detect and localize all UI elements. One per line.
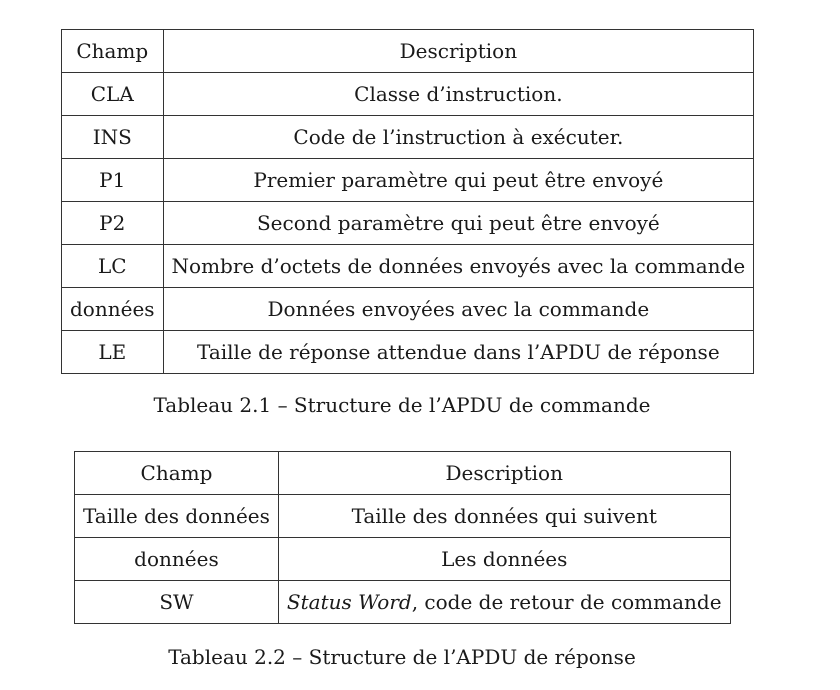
table-row: INS Code de l’instruction à exécuter. bbox=[61, 115, 755, 159]
cell-champ: P1 bbox=[61, 158, 164, 202]
cell-champ: données bbox=[74, 537, 279, 581]
cell-champ: INS bbox=[61, 115, 164, 159]
cell-champ: P2 bbox=[61, 201, 164, 245]
table-row: P1 Premier paramètre qui peut être envoy… bbox=[61, 158, 755, 202]
cell-champ: données bbox=[61, 287, 164, 331]
cell-champ: Taille des données bbox=[74, 494, 279, 538]
cell-description: Classe d’instruction. bbox=[162, 72, 755, 116]
cell-champ: CLA bbox=[61, 72, 164, 116]
table-row: données Les données bbox=[74, 537, 731, 581]
header-description: Description bbox=[277, 451, 731, 495]
command-apdu-table: Champ Description CLA Classe d’instructi… bbox=[61, 29, 755, 374]
table-row: CLA Classe d’instruction. bbox=[61, 72, 755, 116]
table-header-row: Champ Description bbox=[61, 29, 755, 73]
cell-champ: LC bbox=[61, 244, 164, 288]
table-caption-1: Tableau 2.1 – Structure de l’APDU de com… bbox=[153, 393, 651, 417]
cell-description: Second paramètre qui peut être envoyé bbox=[162, 201, 755, 245]
table-row: Taille des données Taille des données qu… bbox=[74, 494, 731, 538]
cell-description: Premier paramètre qui peut être envoyé bbox=[162, 158, 755, 202]
table-row: SW Status Word, code de retour de comman… bbox=[74, 580, 731, 624]
table-caption-2: Tableau 2.2 – Structure de l’APDU de rép… bbox=[168, 645, 636, 669]
table-row: données Données envoyées avec la command… bbox=[61, 287, 755, 331]
cell-description: Taille des données qui suivent bbox=[277, 494, 731, 538]
header-champ: Champ bbox=[61, 29, 164, 73]
status-word-term: Status Word bbox=[286, 590, 412, 614]
cell-description-rest: , code de retour de commande bbox=[411, 590, 722, 614]
cell-champ: LE bbox=[61, 330, 164, 374]
response-apdu-table: Champ Description Taille des données Tai… bbox=[74, 451, 731, 624]
table-row: LC Nombre d’octets de données envoyés av… bbox=[61, 244, 755, 288]
cell-description: Nombre d’octets de données envoyés avec … bbox=[162, 244, 755, 288]
cell-champ: SW bbox=[74, 580, 279, 624]
cell-description: Données envoyées avec la commande bbox=[162, 287, 755, 331]
header-champ: Champ bbox=[74, 451, 279, 495]
table-row: LE Taille de réponse attendue dans l’APD… bbox=[61, 330, 755, 374]
cell-description: Taille de réponse attendue dans l’APDU d… bbox=[162, 330, 755, 374]
table-row: P2 Second paramètre qui peut être envoyé bbox=[61, 201, 755, 245]
cell-description: Code de l’instruction à exécuter. bbox=[162, 115, 755, 159]
table-header-row: Champ Description bbox=[74, 451, 731, 495]
cell-description: Status Word, code de retour de commande bbox=[277, 580, 731, 624]
cell-description: Les données bbox=[277, 537, 731, 581]
header-description: Description bbox=[162, 29, 755, 73]
